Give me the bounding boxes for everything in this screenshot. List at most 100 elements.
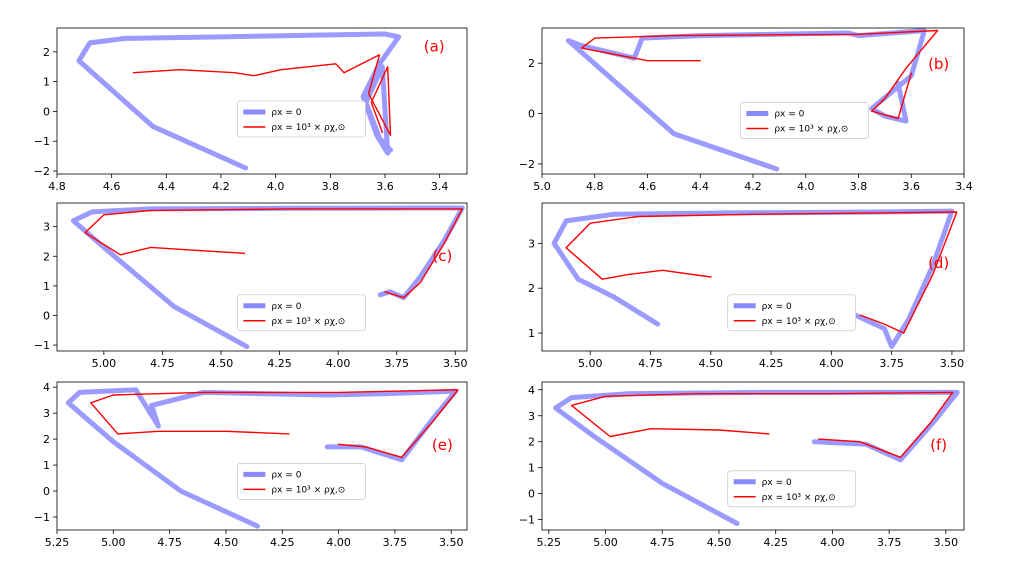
x-tick-label: 4.50 [209,357,234,370]
x-tick-label: 4.25 [759,357,784,370]
legend: ρx = 0 ρx = 10³ × ρχ,⊙ [727,470,857,508]
x-tick-label: 3.8 [322,180,340,193]
x-tick-label: 3.8 [850,180,868,193]
y-tick-label: 2 [528,436,535,449]
legend-box [236,100,366,138]
series-line-rho-high [132,54,392,137]
x-tick-label: 4.25 [270,536,295,549]
x-tick-label: 4.75 [150,357,175,370]
legend: ρx = 0 ρx = 10³ × ρχ,⊙ [236,294,366,332]
series-line-rho-high [570,391,954,458]
x-tick-label: 3.50 [934,536,959,549]
y-tick-label: 2 [43,433,50,446]
x-tick-label: 4.25 [763,536,788,549]
x-tick-label: 4.2 [212,180,230,193]
y-tick-label: −1 [34,339,50,352]
x-tick-label: 5.00 [578,357,603,370]
y-tick-label: 4 [43,381,50,394]
x-tick-label: 5.00 [101,536,126,549]
y-tick-label: 2 [43,46,50,59]
y-tick-label: 0 [43,309,50,322]
panel-b: 5.0 4.8 4.6 4.4 4.2 4.0 3.8 3.6 3.4 −2 0 2 (b) ρx = 0… [519,27,973,193]
y-tick-label: 1 [528,462,535,475]
panel-label: (b) [928,55,949,73]
legend-label-rho-high: ρx = 10³ × ρχ,⊙ [271,123,345,133]
series-line-rho-zero [65,387,459,529]
panel-label: (d) [928,254,949,272]
x-tick-label: 4.50 [699,357,724,370]
panel-label: (f) [930,436,947,454]
y-tick-label: 0 [528,488,535,501]
x-tick-label: 4.50 [707,536,732,549]
x-tick-label: 4.50 [214,536,239,549]
x-tick-label: 4.6 [639,180,657,193]
legend: ρx = 0 ρx = 10³ × ρχ,⊙ [727,294,857,332]
x-tick-label: 4.75 [157,536,182,549]
legend-label-rho-high: ρx = 10³ × ρχ,⊙ [271,485,345,495]
x-tick-label: 4.75 [638,357,663,370]
x-tick-label: 3.75 [384,357,409,370]
x-tick-label: 4.75 [650,536,675,549]
legend-label-rho-high: ρx = 10³ × ρχ,⊙ [271,317,345,327]
y-tick-label: 3 [43,221,50,234]
panel-d: 5.00 4.75 4.50 4.25 4.00 3.75 3.50 1 2 3 (d) ρx = 0… [528,202,965,370]
y-tick-label: 3 [528,237,535,250]
legend-box [727,470,857,508]
y-tick-label: −1 [519,514,535,527]
x-tick-label: 4.25 [267,357,292,370]
x-tick-label: 3.50 [439,536,464,549]
y-tick-label: 1 [43,280,50,293]
x-tick-label: 4.0 [267,180,285,193]
x-tick-label: 4.8 [48,180,66,193]
x-tick-label: 5.00 [593,536,618,549]
series-line-rho-zero [70,205,465,350]
legend: ρx = 0 ρx = 10³ × ρχ,⊙ [236,100,366,138]
x-tick-label: 4.8 [586,180,604,193]
panel-a: 4.8 4.6 4.4 4.2 4.0 3.8 3.6 3.4 −2 −1 0 1 2 (a) ρx = 0… [34,27,468,193]
x-tick-label: 3.6 [376,180,394,193]
y-tick-label: 2 [528,57,535,70]
y-tick-label: 2 [528,282,535,295]
x-tick-label: 4.00 [819,357,844,370]
legend: ρx = 0 ρx = 10³ × ρχ,⊙ [236,462,366,500]
x-tick-label: 4.00 [820,536,845,549]
y-tick-label: −1 [34,135,50,148]
y-tick-label: 1 [43,76,50,89]
x-tick-label: 3.75 [877,536,902,549]
legend-label-rho-zero: ρx = 0 [271,108,301,118]
legend-label-rho-zero: ρx = 0 [271,470,301,480]
series-line-rho-zero [565,28,927,172]
legend-label-rho-high: ρx = 10³ × ρχ,⊙ [774,124,848,134]
y-tick-label: 3 [43,407,50,420]
y-tick-label: 0 [528,108,535,121]
legend-label-rho-zero: ρx = 0 [762,478,792,488]
x-tick-label: 4.0 [797,180,815,193]
x-tick-label: 4.4 [158,180,176,193]
panel-label: (c) [432,247,452,265]
series-line-rho-high [580,29,939,120]
y-tick-label: −2 [34,165,50,178]
panel-label: (e) [432,436,453,454]
y-tick-label: 3 [528,410,535,423]
legend-label-rho-zero: ρx = 0 [271,302,301,312]
series-line-rho-zero [76,31,402,171]
axes-frame [56,202,468,352]
series-line-rho-high [90,389,459,458]
series-line-rho-high [84,208,463,299]
x-tick-label: 5.00 [92,357,117,370]
x-tick-label: 3.50 [443,357,468,370]
legend-label-rho-high: ρx = 10³ × ρχ,⊙ [762,493,836,503]
axes-frame [56,27,468,175]
axes-frame [541,202,965,352]
x-tick-label: 3.6 [903,180,921,193]
x-tick-label: 5.0 [533,180,551,193]
panel-e: 5.25 5.00 4.75 4.50 4.25 4.00 3.75 3.50 −1 0 1 2 3 4 (… [34,381,468,549]
x-tick-label: 3.4 [955,180,973,193]
y-tick-label: −1 [34,511,50,524]
x-tick-label: 5.25 [45,536,70,549]
legend-box [727,294,857,332]
series-line-rho-zero [553,389,960,526]
legend-box [739,102,869,139]
y-tick-label: 4 [528,384,535,397]
